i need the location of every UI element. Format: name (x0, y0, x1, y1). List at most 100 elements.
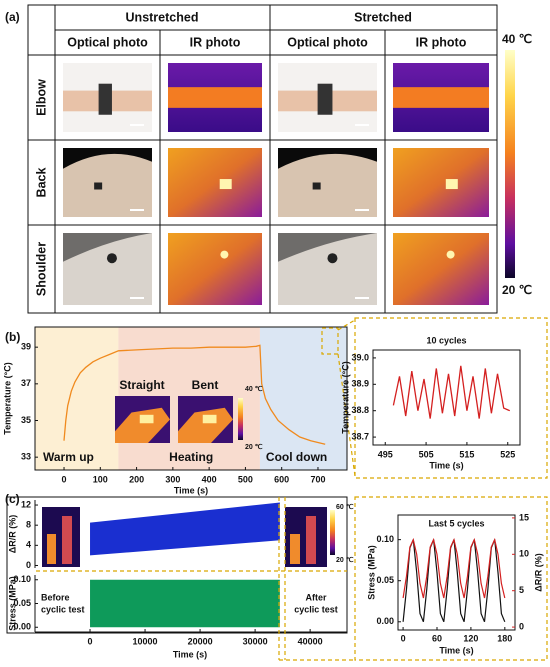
skin (63, 153, 152, 217)
device (317, 83, 333, 115)
y-tick-label: 15 (519, 512, 529, 522)
label: Before (41, 592, 70, 602)
skin (63, 233, 152, 305)
scale-bar (355, 124, 369, 126)
x-tick-label: 700 (310, 474, 325, 484)
device (312, 182, 321, 190)
ir-strip (62, 516, 72, 564)
column-header: IR photo (190, 35, 241, 49)
x-tick-label: 400 (202, 474, 217, 484)
colorbar (505, 50, 515, 278)
colorbar-label: 60 ℃ (336, 503, 354, 511)
column-header: Optical photo (67, 35, 148, 49)
y-tick-label: 8 (26, 520, 31, 530)
y2-axis-label: ΔR/R (%) (533, 553, 543, 591)
skin (278, 153, 377, 217)
y-tick-label: 5 (519, 585, 524, 595)
y-tick-label: 38.9 (351, 379, 369, 389)
x-tick-label: 30000 (243, 636, 268, 646)
y-tick-label: 0 (26, 560, 31, 570)
y-tick-label: 0 (519, 621, 524, 631)
column-header: IR photo (416, 35, 467, 49)
y-tick-label: 4 (26, 540, 31, 550)
ir-strip (290, 534, 300, 564)
x-tick-label: 515 (459, 449, 474, 459)
y-tick-label: 39.0 (351, 352, 369, 362)
region-label: Heating (169, 450, 213, 464)
data-line (402, 537, 506, 599)
y-tick-label: 38.7 (351, 431, 369, 441)
x-tick-label: 300 (165, 474, 180, 484)
ir-hot (220, 250, 229, 259)
ir-photo (168, 233, 262, 305)
device (98, 83, 112, 115)
x-tick-label: 40000 (298, 636, 323, 646)
colorbar-label: 20 ℃ (336, 556, 354, 564)
ir-hot (445, 179, 458, 190)
colorbar-label: 40 ℃ (502, 32, 532, 46)
panel-label: (c) (5, 492, 20, 506)
chart-title: 10 cycles (426, 335, 466, 345)
y-tick-label: 0.00 (376, 616, 394, 626)
colorbar-label: 20 ℃ (245, 443, 263, 451)
x-axis-label: Time (s) (173, 649, 207, 659)
region-label: Cool down (266, 450, 327, 464)
inset-label: Bent (192, 378, 219, 392)
data-band (90, 579, 280, 628)
annotation: cyclic test (294, 604, 338, 614)
x-axis-label: Time (s) (429, 460, 463, 470)
y-tick-label: 38.8 (351, 405, 369, 415)
x-tick-label: 505 (419, 449, 434, 459)
scale-bar (355, 209, 369, 211)
colorbar (238, 398, 243, 440)
row-header: Elbow (34, 79, 48, 116)
region (35, 327, 119, 470)
data-line (402, 539, 506, 623)
ir-photo (393, 233, 489, 305)
region-label: Warm up (43, 450, 94, 464)
y-tick-label: 0.10 (13, 574, 31, 584)
ir-hand (115, 407, 170, 443)
plot-frame (372, 349, 521, 446)
ir-strip (306, 516, 316, 564)
ir-hot (202, 414, 217, 424)
inset-label: Straight (119, 378, 164, 392)
scale-bar (130, 297, 144, 299)
colorbar-label: 20 ℃ (502, 283, 532, 297)
chart-title: Last 5 cycles (428, 518, 484, 528)
row-header: Back (34, 168, 48, 198)
plot-frame (397, 514, 516, 631)
ir-photo (168, 148, 262, 217)
zoom-connector (337, 319, 356, 331)
device (94, 182, 103, 190)
table-frame (27, 4, 498, 314)
device (327, 253, 338, 264)
plot-frame (34, 326, 348, 471)
ir-arm (393, 87, 489, 108)
x-tick-label: 500 (238, 474, 253, 484)
x-tick-label: 0 (62, 474, 67, 484)
x-tick-label: 0 (88, 636, 93, 646)
y-tick-label: 0.05 (13, 598, 31, 608)
x-tick-label: 100 (93, 474, 108, 484)
y-tick-label: 10 (519, 549, 529, 559)
panel-label: (b) (5, 330, 20, 344)
inset-box (354, 317, 548, 479)
zoom-box (321, 327, 339, 355)
scale-bar (130, 124, 144, 126)
skin (278, 233, 377, 305)
column-header: Optical photo (287, 35, 368, 49)
y-tick-label: 33 (21, 452, 31, 462)
inset-box (354, 496, 548, 661)
x-axis-label: Time (s) (439, 645, 473, 655)
ir-photo (393, 148, 489, 217)
y-axis-label: Stress (MPa) (366, 545, 376, 600)
scale-bar (355, 297, 369, 299)
colorbar (330, 510, 335, 555)
label: cyclic test (41, 604, 85, 614)
x-tick-label: 120 (463, 633, 478, 643)
plot-frame (6, 496, 348, 634)
device (106, 253, 117, 264)
y-tick-label: 0.05 (376, 575, 394, 585)
x-axis-label: Time (s) (174, 485, 208, 495)
